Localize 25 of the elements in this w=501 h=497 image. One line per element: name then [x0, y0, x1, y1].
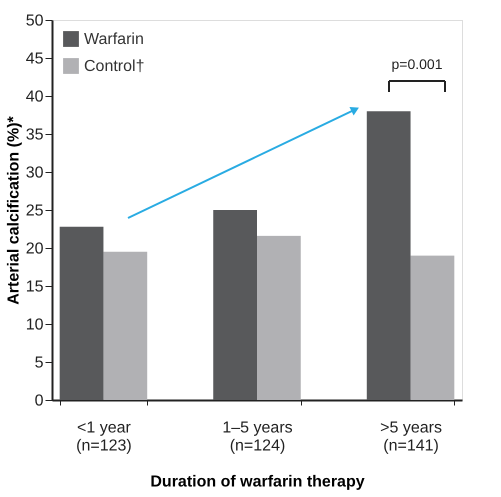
y-tick-label: 15	[26, 278, 44, 296]
bar	[213, 210, 257, 400]
x-tick-label: 1–5 years (n=124)	[222, 420, 293, 454]
bar	[410, 256, 454, 400]
x-axis-title: Duration of warfarin therapy	[150, 474, 365, 490]
bar	[257, 236, 301, 400]
x-tick-label: >5 years (n=141)	[380, 420, 442, 454]
bar	[60, 226, 104, 400]
y-tick-label: 0	[34, 392, 44, 410]
legend-label: Control†	[84, 58, 144, 75]
y-tick-label: 35	[26, 126, 44, 144]
bar	[103, 252, 148, 400]
legend-label: Warfarin	[84, 31, 144, 48]
x-tick-label: <1 year (n=123)	[76, 420, 132, 454]
y-tick-label: 50	[26, 12, 44, 30]
y-tick-label: 5	[34, 354, 44, 372]
y-tick-label: 45	[26, 50, 44, 68]
y-tick-label: 25	[26, 202, 44, 220]
y-tick-label: 20	[26, 240, 44, 258]
annotation: p=0.001	[392, 56, 443, 72]
y-tick-label: 10	[26, 316, 44, 334]
y-tick-label: 40	[26, 88, 44, 106]
bar	[366, 111, 411, 400]
y-tick-label: 30	[26, 164, 44, 182]
y-axis-title: Arterial calcification (%)*	[6, 115, 23, 305]
